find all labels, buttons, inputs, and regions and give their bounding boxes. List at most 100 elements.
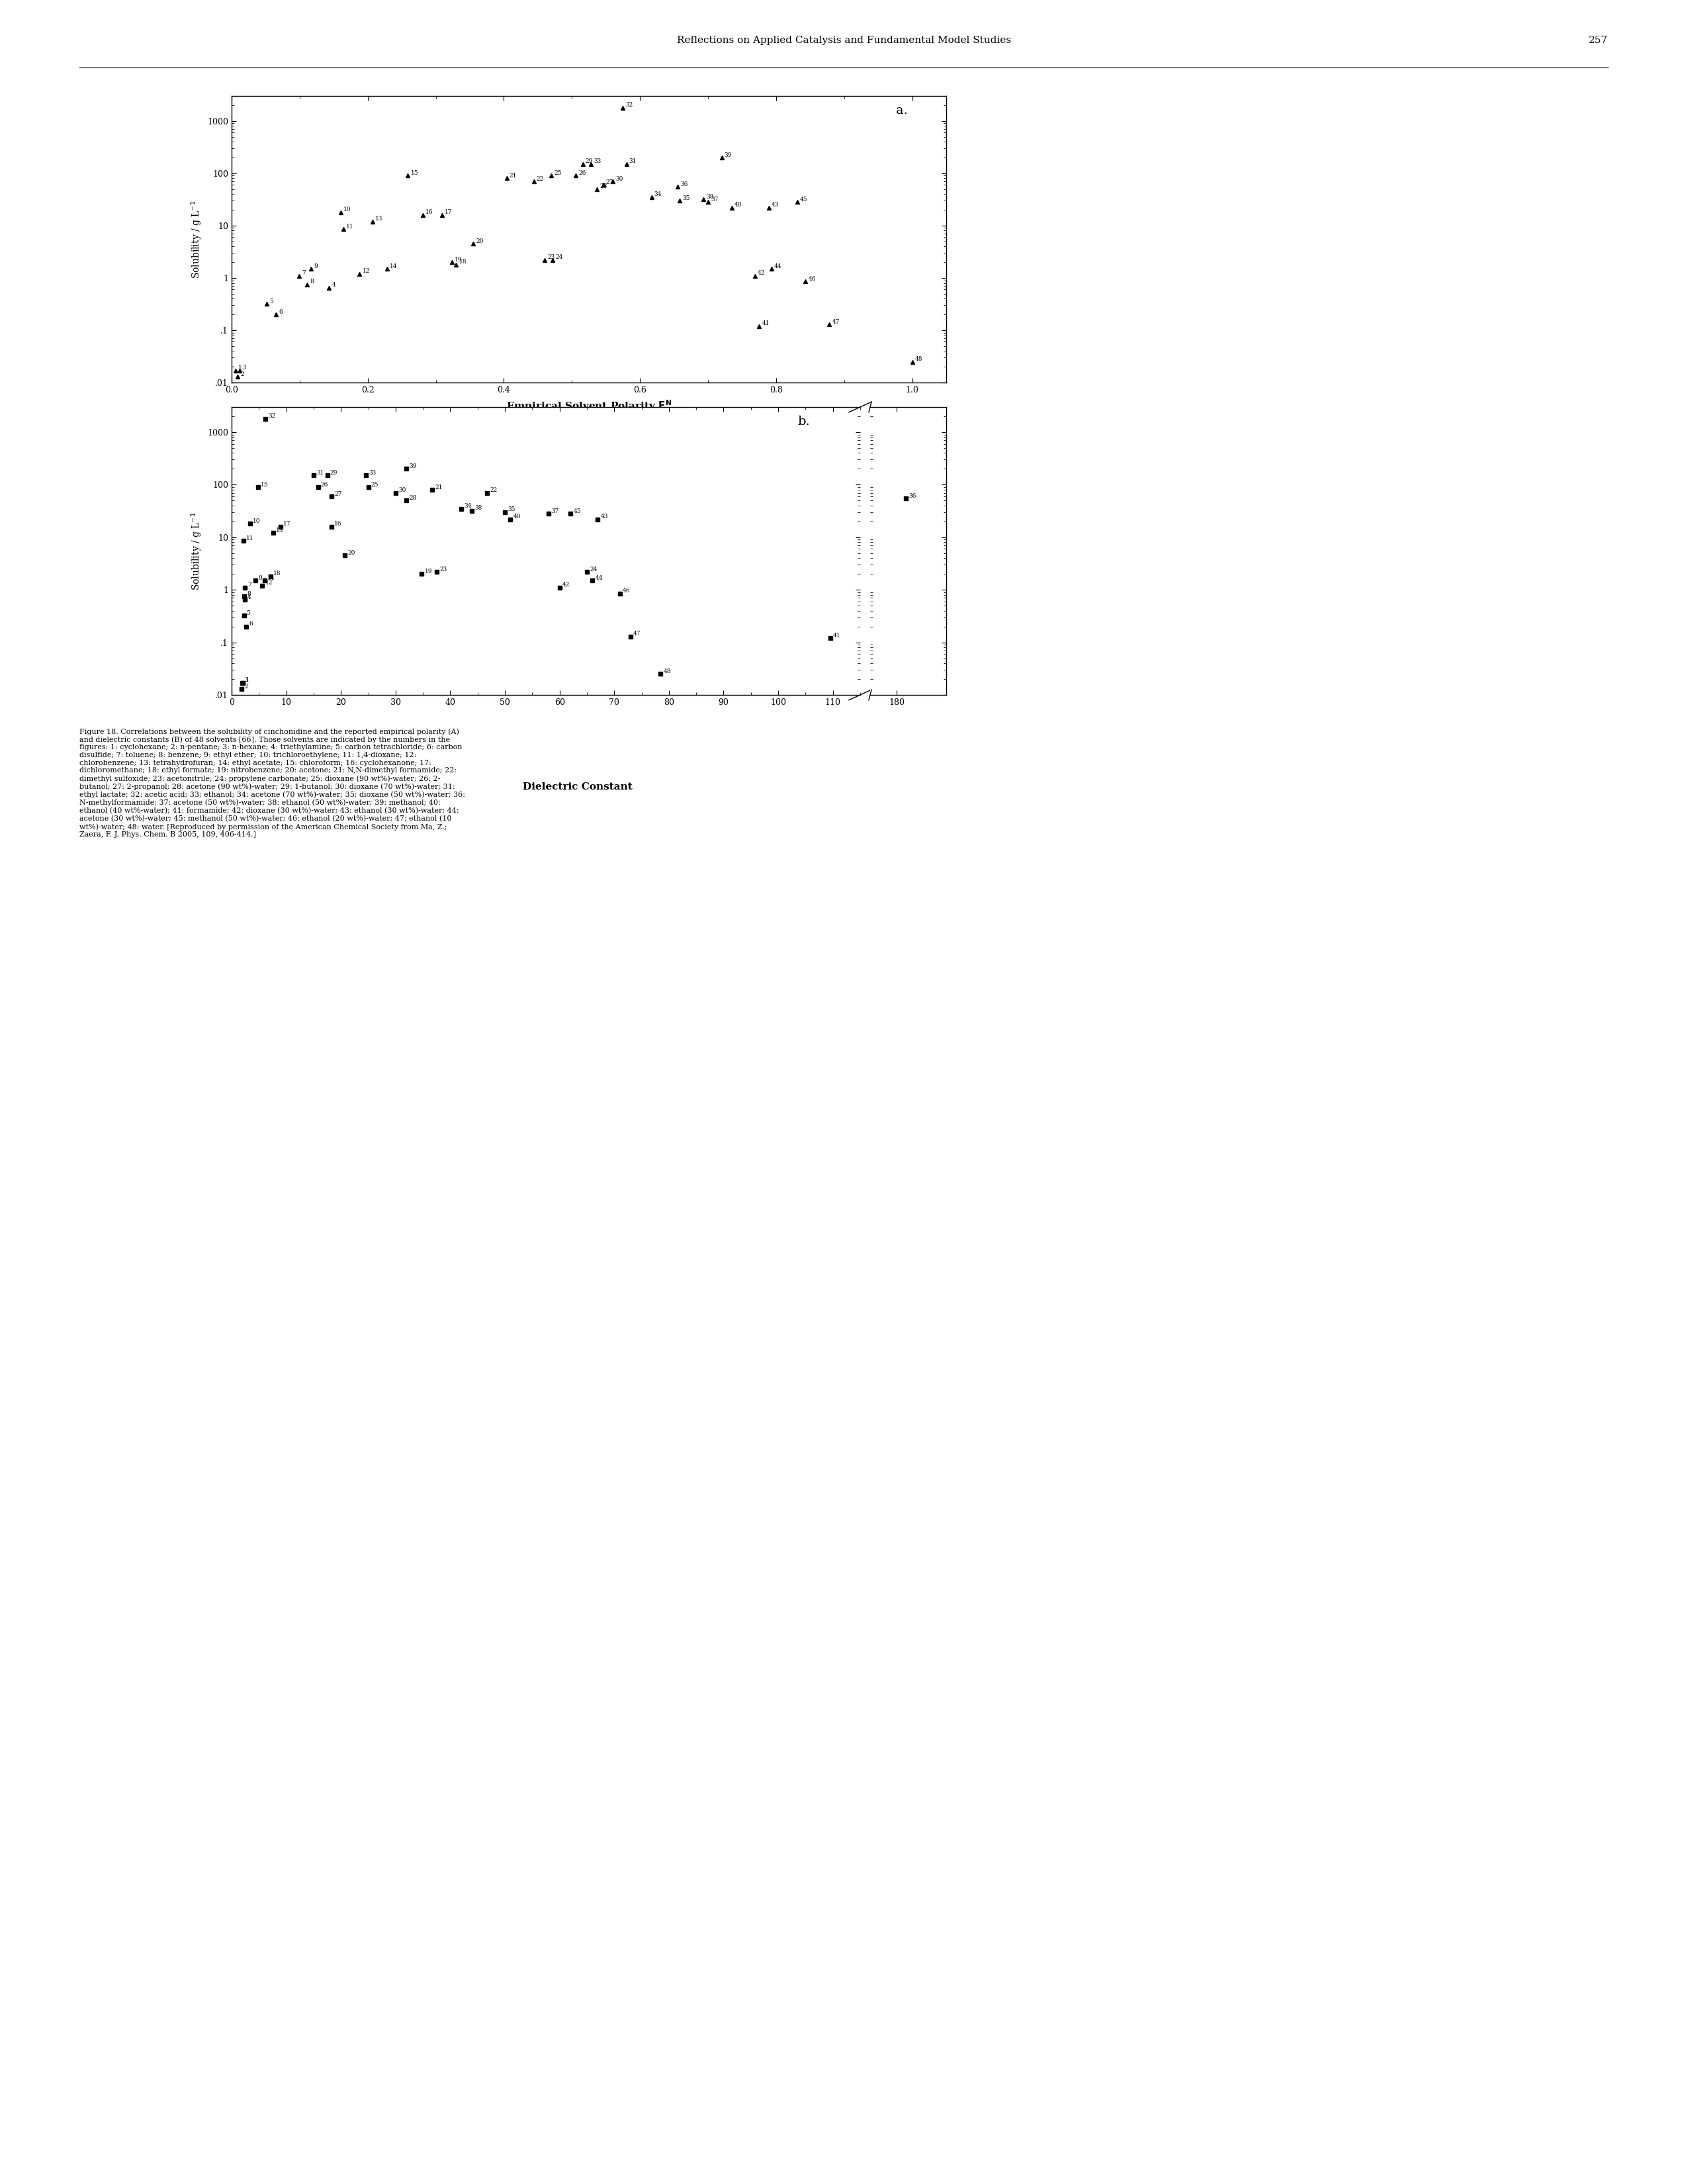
Text: 18: 18 [459,260,466,264]
Text: 44: 44 [596,574,603,581]
Text: 14: 14 [267,574,275,581]
Text: 37: 37 [711,197,719,203]
Y-axis label: Solubility / g L$^{-1}$: Solubility / g L$^{-1}$ [189,511,204,590]
Text: 4: 4 [331,282,336,288]
Text: 15: 15 [410,170,419,177]
Text: b.: b. [797,415,810,428]
Text: 14: 14 [390,262,397,269]
Text: 32: 32 [626,103,633,107]
Text: 29: 29 [586,159,592,164]
Text: 45: 45 [574,509,581,513]
Text: 42: 42 [562,583,571,587]
Text: 9: 9 [258,574,262,581]
Text: 10: 10 [253,518,260,524]
Text: 48: 48 [663,668,672,675]
Text: 40: 40 [734,203,743,207]
Text: 26: 26 [321,480,327,487]
Text: 15: 15 [260,480,268,487]
Text: 6: 6 [248,620,253,627]
Text: 29: 29 [331,470,338,476]
Text: a.: a. [896,105,908,116]
Text: 13: 13 [375,216,383,223]
Text: 38: 38 [474,505,483,511]
Text: 33: 33 [368,470,376,476]
Text: 8: 8 [246,592,250,596]
Text: 1: 1 [238,365,243,371]
Text: 12: 12 [265,581,272,585]
Text: 47: 47 [832,319,839,325]
Text: 5: 5 [246,609,250,616]
Text: 12: 12 [363,269,370,275]
Text: 31: 31 [316,470,324,476]
Text: 16: 16 [334,522,343,526]
Text: 35: 35 [682,194,690,201]
Text: 26: 26 [579,170,586,177]
Text: 33: 33 [594,159,601,164]
Y-axis label: Solubility / g L$^{-1}$: Solubility / g L$^{-1}$ [189,201,204,277]
Text: 4: 4 [248,594,252,601]
Text: 45: 45 [800,197,807,203]
Text: 19: 19 [454,256,463,262]
Text: 46: 46 [623,587,630,594]
Text: 25: 25 [371,480,378,487]
Text: 17: 17 [284,522,290,526]
Text: 43: 43 [771,203,778,207]
Text: 47: 47 [633,631,641,638]
Text: 7: 7 [248,583,252,587]
Text: 40: 40 [513,513,520,520]
Text: 24: 24 [555,253,564,260]
Text: 8: 8 [311,280,314,284]
Text: 30: 30 [398,487,405,494]
X-axis label: Empirical Solvent Polarity $\mathbf{E_T^N}$: Empirical Solvent Polarity $\mathbf{E_T^… [506,400,672,415]
Text: 30: 30 [616,175,623,181]
Text: 28: 28 [599,183,608,190]
Text: 43: 43 [601,513,608,520]
Text: Dielectric Constant: Dielectric Constant [523,782,633,791]
Text: 2: 2 [240,371,245,378]
Text: 23: 23 [547,253,555,260]
Text: 41: 41 [761,321,770,325]
Text: Figure 18. Correlations between the solubility of cinchonidine and the reported : Figure 18. Correlations between the solu… [79,727,466,839]
Text: 13: 13 [275,529,284,533]
Text: 38: 38 [706,194,714,199]
Text: 32: 32 [268,413,275,419]
Text: 1: 1 [245,677,250,684]
Text: 19: 19 [425,568,432,574]
Text: 16: 16 [425,210,434,216]
Text: 34: 34 [464,502,471,509]
Text: 20: 20 [348,550,354,557]
Text: 28: 28 [408,496,417,500]
Text: 21: 21 [436,485,442,489]
Text: 27: 27 [334,491,343,496]
Text: 257: 257 [1588,35,1609,46]
Text: 22: 22 [490,487,496,494]
Text: 21: 21 [510,173,517,179]
Text: 37: 37 [552,509,559,513]
Text: 25: 25 [554,170,562,177]
Text: Reflections on Applied Catalysis and Fundamental Model Studies: Reflections on Applied Catalysis and Fun… [677,35,1011,46]
Text: 39: 39 [408,463,417,470]
Text: 9: 9 [314,262,317,269]
Text: 2: 2 [245,684,248,690]
Text: 5: 5 [270,299,273,304]
Text: 3: 3 [245,677,248,684]
Text: 42: 42 [758,271,765,275]
Text: 34: 34 [655,192,662,197]
Text: 17: 17 [444,210,452,216]
Text: 31: 31 [630,159,636,164]
Text: 23: 23 [439,566,447,572]
Text: 24: 24 [589,566,598,572]
Text: 35: 35 [508,507,515,513]
Text: 22: 22 [537,175,544,181]
Text: 36: 36 [908,494,917,498]
Text: 20: 20 [476,238,483,245]
Text: 10: 10 [343,207,351,212]
Text: 41: 41 [832,633,841,638]
Text: 6: 6 [279,308,282,314]
Text: 11: 11 [346,223,353,229]
Text: 36: 36 [680,181,687,188]
Text: 7: 7 [302,271,306,275]
Text: 18: 18 [273,570,282,577]
Text: 39: 39 [724,153,733,157]
Text: 3: 3 [243,365,246,371]
